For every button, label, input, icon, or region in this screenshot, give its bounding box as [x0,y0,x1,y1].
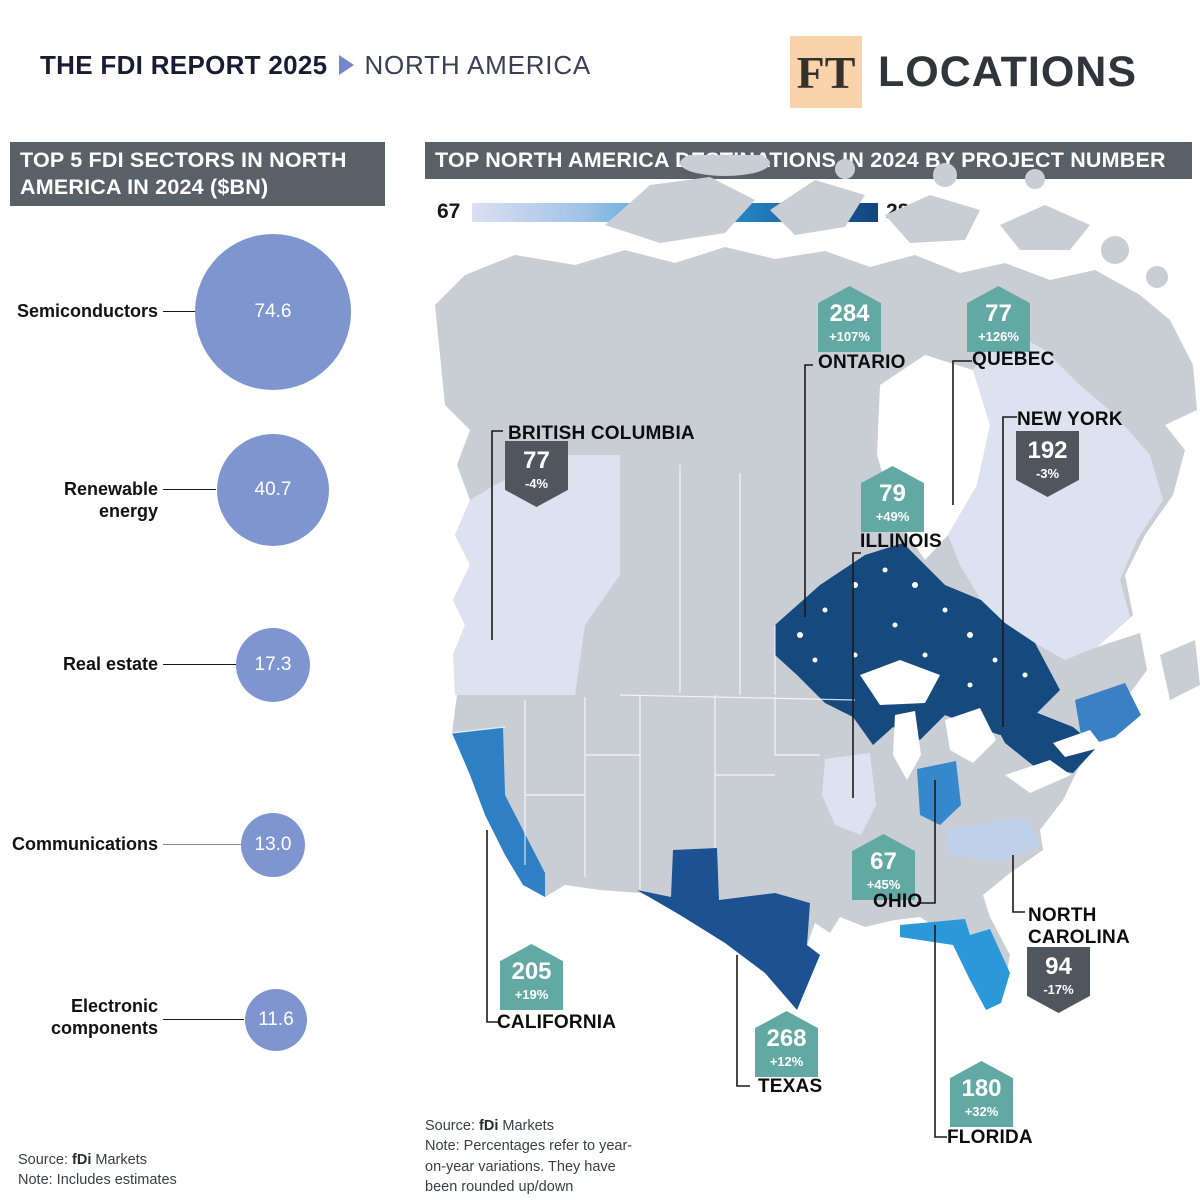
leader-line [163,664,236,665]
map-label-florida: FLORIDA [947,1127,1033,1148]
region-north-carolina [945,817,1041,862]
ft-logo: FT [790,36,862,108]
pointer-quebec [952,360,972,505]
leader-line [163,311,195,312]
map-label-ohio: OHIO [873,891,923,912]
brand-logo-block: FT LOCATIONS [790,36,1137,108]
sectors-source-note: Source: fDi Markets Note: Includes estim… [18,1150,177,1191]
north-america-map [435,155,1200,1138]
badge-ontario: 284 +107% [818,286,881,352]
badge-illinois: 79 +49% [861,466,924,532]
bubble-value: 74.6 [254,301,292,322]
region-new-york [1075,683,1141,747]
sector-label: Renewable energy [63,479,158,521]
bubble-value: 11.6 [258,1009,294,1030]
region-ontario [775,543,1060,745]
state-borders [451,465,856,890]
bubble-value: 13.0 [254,834,292,855]
source-suffix: Markets [502,1118,554,1134]
bubble: 40.7 [217,434,329,546]
arctic-islands [605,155,1200,700]
source-brand: fDi [72,1152,92,1168]
leader-line [163,1019,244,1020]
pointer-ohio [917,780,936,904]
source-suffix: Markets [95,1152,147,1168]
pointer-ontario [804,364,813,617]
ontario-lakes [797,567,1028,688]
pointer-british-columbia [491,430,503,640]
bubble-value: 40.7 [254,479,292,500]
sectors-note: Note: Includes estimates [18,1172,177,1189]
map-label-california: CALIFORNIA [497,1012,617,1033]
map-note: Note: Percentages refer to year-on-year … [425,1138,633,1195]
badge-texas: 268 +12% [755,1011,818,1077]
region-illinois [822,753,876,835]
pointer-illinois [852,552,861,798]
legend-min: 67 [437,200,461,223]
great-lakes [860,660,1103,793]
source-label: Source: [18,1152,68,1168]
map-label-new-york: NEW YORK [1017,409,1123,430]
bubble: 17.3 [236,628,310,702]
source-brand: fDi [479,1118,499,1134]
report-title: THE FDI REPORT 2025 [40,50,328,80]
region-florida [900,919,1010,1010]
pointer-florida [934,925,947,1138]
map-label-illinois: ILLINOIS [860,531,942,552]
sector-label: Electronic components [50,996,158,1038]
region-title: NORTH AMERICA [364,50,592,80]
sector-label: Real estate [62,654,158,674]
region-texas [637,848,820,1010]
pointer-north-carolina [1012,855,1025,913]
source-label: Source: [425,1118,475,1134]
sector-label: Semiconductors [16,301,158,321]
pointer-california [486,830,499,1023]
pointer-texas [736,955,750,1087]
breadcrumb-arrow-icon [339,55,355,75]
sectors-panel-title: TOP 5 FDI SECTORS IN NORTH AMERICA IN 20… [10,142,385,206]
map-label-ontario: ONTARIO [818,352,906,373]
bubble: 13.0 [241,813,305,877]
leader-line [163,844,241,845]
map-panel-title: TOP NORTH AMERICA DESTINATIONS IN 2024 B… [425,142,1192,179]
pointer-new-york [1002,416,1017,727]
map-label-british-columbia: BRITISH COLUMBIA [508,423,695,444]
map-label-texas: TEXAS [758,1076,823,1097]
bubble-value: 17.3 [254,654,292,675]
leader-line [163,489,216,490]
region-california [452,727,545,897]
pointer-lines [486,360,1025,1138]
page-header: THE FDI REPORT 2025 NORTH AMERICA [40,50,591,81]
map-source-note: Source: fDi Markets Note: Percentages re… [425,1116,637,1197]
brand-name: LOCATIONS [878,47,1138,96]
bubble-chart: Semiconductors 74.6 Renewable energy 40.… [0,220,420,1140]
sector-label: Communications [11,834,158,854]
map-label-north-carolina: NORTH CAROLINA [1028,905,1130,948]
region-quebec [948,327,1163,660]
region-british-columbia [453,455,620,695]
map-label-quebec: QUEBEC [972,349,1055,370]
region-ohio [917,761,961,825]
bubble: 11.6 [245,989,307,1051]
bubble: 74.6 [195,234,351,390]
region-ontario-south [985,705,1097,773]
